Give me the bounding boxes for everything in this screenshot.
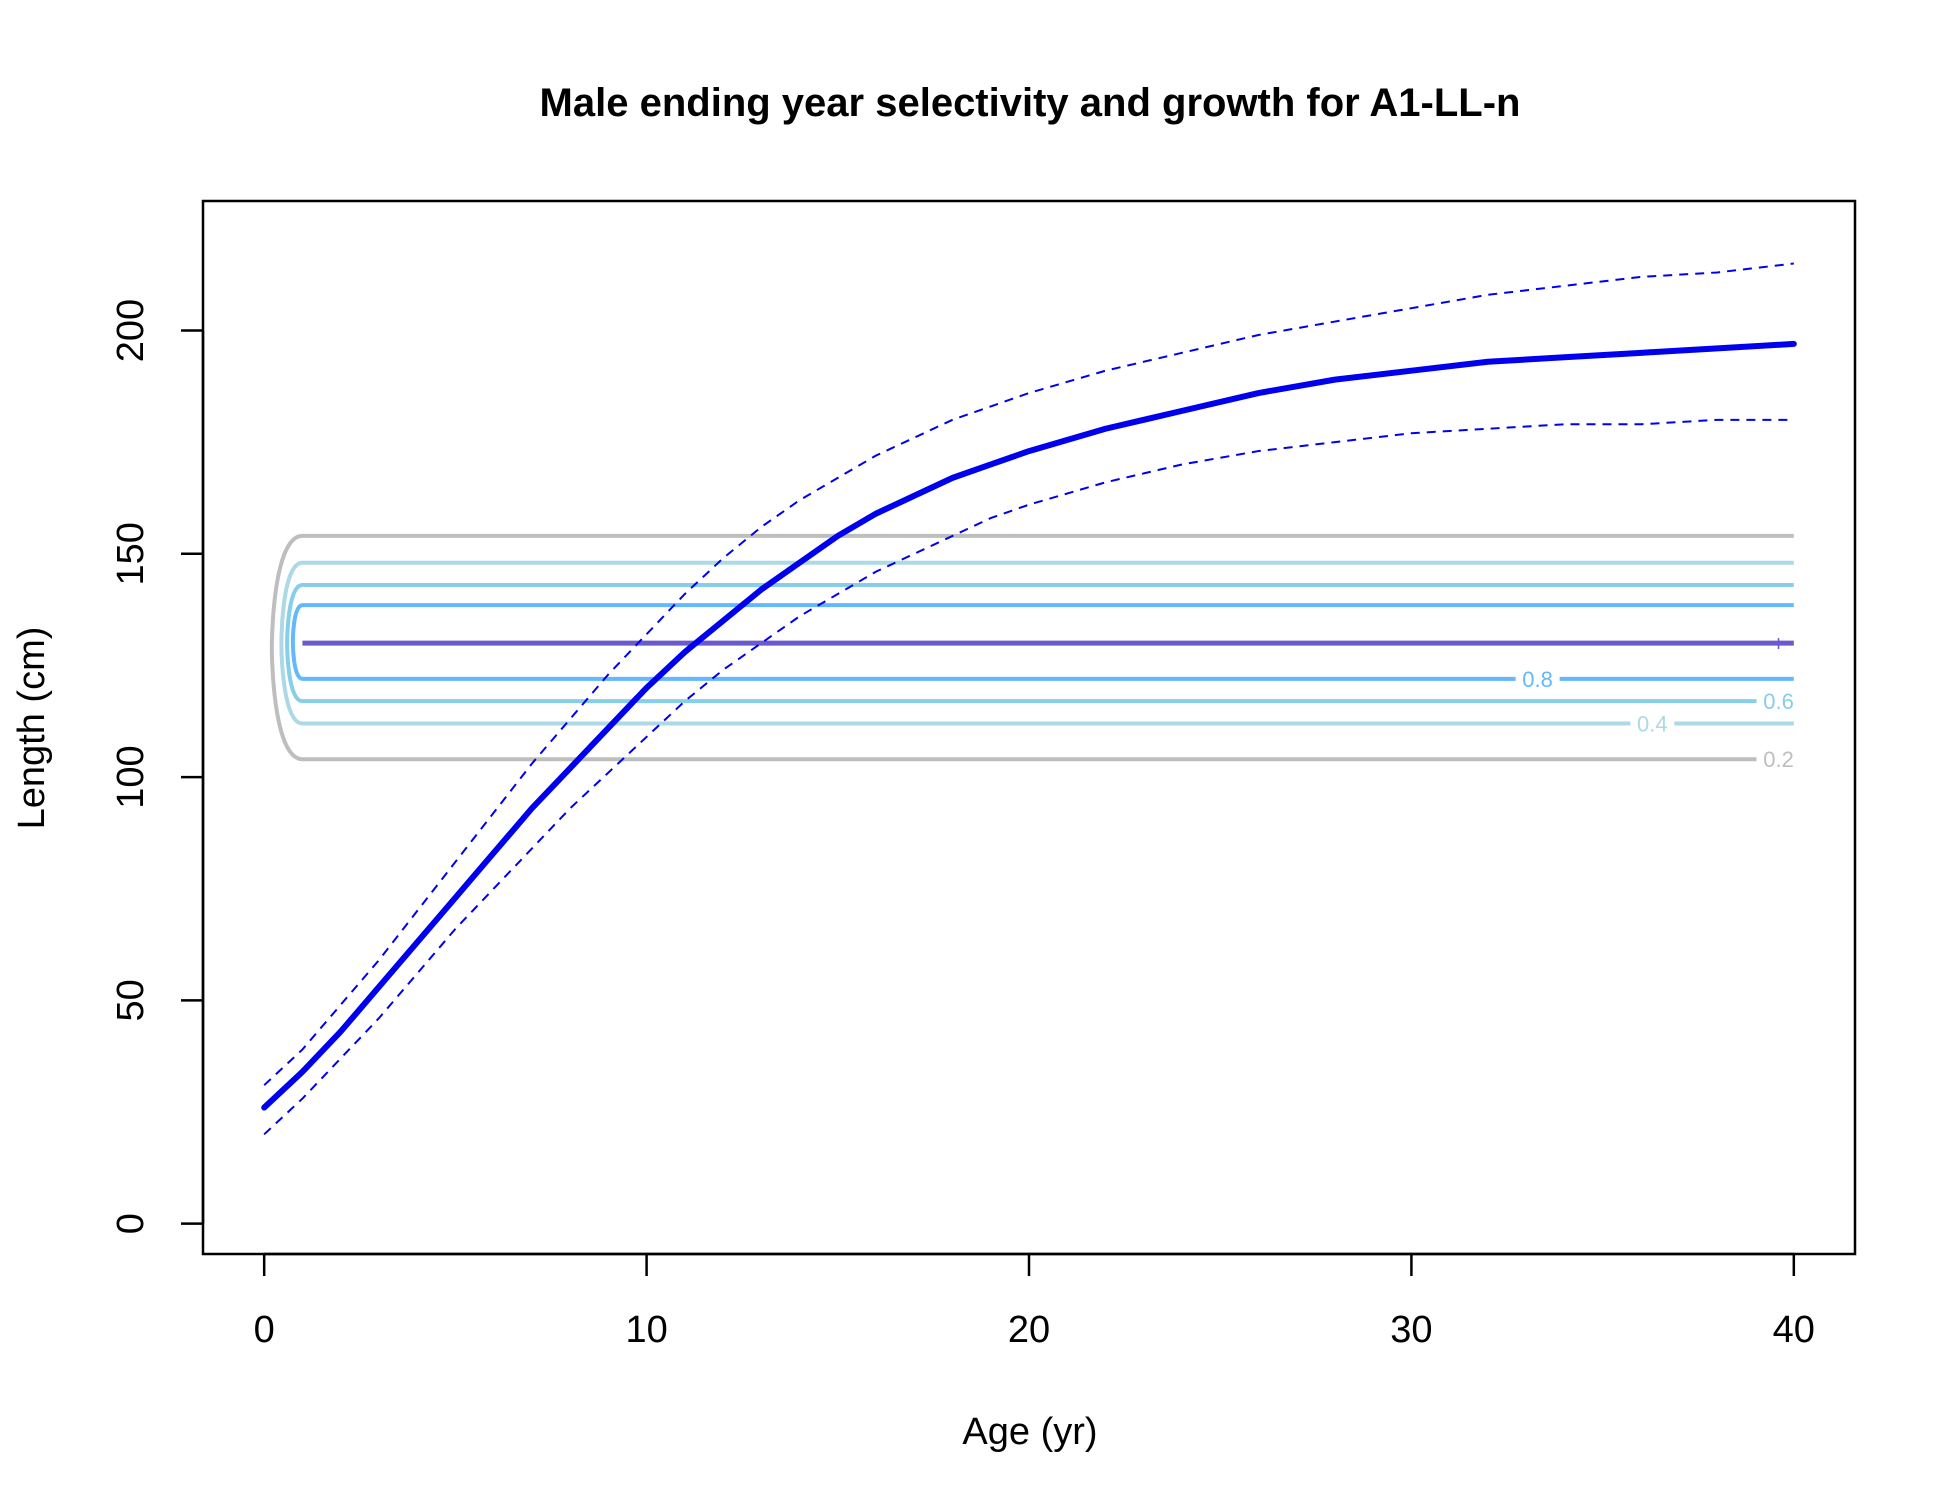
y-axis-label: Length (cm): [11, 627, 53, 830]
series-growth-mean: [261, 340, 1797, 1111]
contour-label-0.8: 0.8: [1522, 667, 1553, 692]
y-tick-label: 50: [110, 979, 152, 1021]
x-axis-label: Age (yr): [962, 1411, 1097, 1453]
contour-label-0.2: 0.2: [1763, 747, 1794, 772]
y-tick-label: 200: [110, 299, 152, 362]
growth-curves: [261, 262, 1797, 1136]
contour-line-0.4: [279, 560, 1794, 726]
x-tick-label: 30: [1390, 1309, 1432, 1351]
contour-label-bg-0.6: [1756, 691, 1801, 712]
x-tick-label: 40: [1773, 1309, 1815, 1351]
x-tick-label: 20: [1008, 1309, 1050, 1351]
x-tick-label: 0: [254, 1309, 275, 1351]
contour-label-bg-0.8: [1515, 668, 1560, 689]
selectivity-contours: 0.2 0.4 0.6 0.8 +: [269, 533, 1801, 772]
axes: 0 10 20 30 40 0 50 100 150 200: [110, 299, 1815, 1351]
contour-label-1: +: [1772, 631, 1785, 656]
series-growth-lower: [263, 418, 1794, 1136]
contour-label-bg-0.2: [1756, 749, 1801, 770]
contour-line-0.8: [290, 603, 1794, 681]
x-tick-label: 10: [625, 1309, 667, 1351]
contour-label-bg-0.4: [1630, 713, 1675, 734]
contour-label-0.6: 0.6: [1763, 689, 1794, 714]
contour-label-0.4: 0.4: [1637, 711, 1668, 736]
y-tick-label: 100: [110, 745, 152, 808]
series-growth-upper: [263, 262, 1794, 1086]
contour-line-0.2: [269, 533, 1794, 762]
y-tick-label: 0: [110, 1213, 152, 1234]
plot-frame: [201, 199, 1857, 1256]
y-tick-label: 150: [110, 522, 152, 585]
chart-title: Male ending year selectivity and growth …: [540, 81, 1521, 125]
contour-line-0.6: [285, 583, 1794, 704]
